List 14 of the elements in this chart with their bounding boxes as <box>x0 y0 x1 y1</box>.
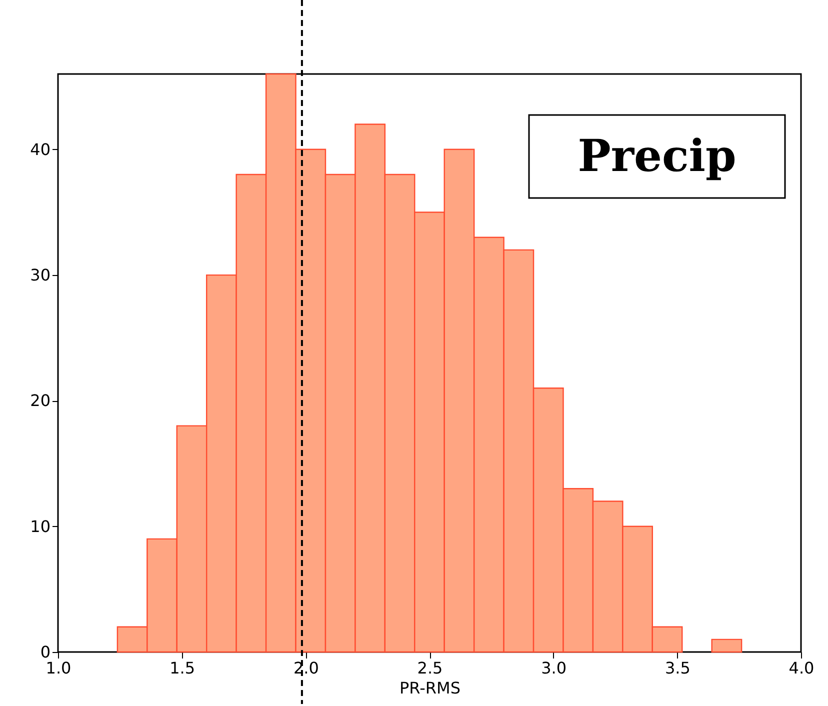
y-tick-label: 20 <box>30 391 50 410</box>
y-tick-label: 0 <box>40 642 50 662</box>
x-tick-label: 4.0 <box>788 658 814 678</box>
x-tick-label: 1.0 <box>46 658 72 678</box>
x-tick-label: 1.5 <box>170 658 196 678</box>
x-tick-label: 3.0 <box>541 658 567 678</box>
x-axis-title: PR-RMS <box>400 678 460 698</box>
y-tick-label: 10 <box>30 516 50 536</box>
y-tick-label: 40 <box>30 140 50 159</box>
x-tick-label: 2.5 <box>417 658 443 678</box>
annotation: Precip <box>578 131 736 182</box>
x-tick-label: 2.0 <box>293 658 319 678</box>
x-tick-label: 3.5 <box>664 658 690 678</box>
y-tick-label: 30 <box>30 266 50 285</box>
